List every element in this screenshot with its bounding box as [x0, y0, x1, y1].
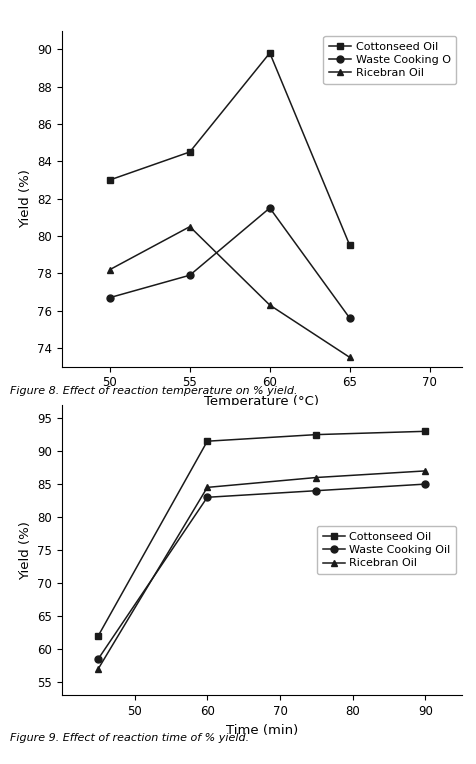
Cottonseed Oil [423, 427, 428, 436]
Line: Waste Cooking O: Waste Cooking O [107, 205, 353, 322]
Y-axis label: Yield (%): Yield (%) [19, 520, 32, 580]
Cottonseed Oil [314, 430, 319, 439]
Ricebran Oil [95, 664, 101, 673]
Ricebran Oil [187, 222, 193, 231]
Ricebran Oil [107, 265, 113, 274]
Ricebran Oil [204, 483, 210, 492]
Waste Cooking Oil [423, 480, 428, 489]
Cottonseed Oil [204, 436, 210, 445]
Cottonseed Oil [347, 241, 353, 250]
Waste Cooking O [267, 203, 273, 212]
Line: Ricebran Oil: Ricebran Oil [107, 223, 353, 361]
Waste Cooking Oil [314, 486, 319, 495]
X-axis label: Time (min): Time (min) [226, 724, 298, 736]
Waste Cooking O [187, 270, 193, 280]
Line: Cottonseed Oil: Cottonseed Oil [107, 50, 353, 249]
Cottonseed Oil [267, 48, 273, 57]
Text: Figure 9. Effect of reaction time of % yield.: Figure 9. Effect of reaction time of % y… [10, 733, 248, 743]
Waste Cooking O [347, 313, 353, 322]
Ricebran Oil [347, 353, 353, 362]
Cottonseed Oil [187, 147, 193, 157]
Ricebran Oil [267, 300, 273, 309]
Legend: Cottonseed Oil, Waste Cooking O, Ricebran Oil: Cottonseed Oil, Waste Cooking O, Ricebra… [323, 36, 456, 84]
Legend: Cottonseed Oil, Waste Cooking Oil, Ricebran Oil: Cottonseed Oil, Waste Cooking Oil, Riceb… [317, 526, 456, 574]
Ricebran Oil [314, 473, 319, 482]
Text: Figure 8. Effect of reaction temperature on % yield.: Figure 8. Effect of reaction temperature… [10, 386, 297, 396]
Cottonseed Oil [95, 631, 101, 640]
Waste Cooking Oil [204, 493, 210, 502]
Waste Cooking Oil [95, 654, 101, 663]
Line: Ricebran Oil: Ricebran Oil [95, 468, 429, 672]
Line: Waste Cooking Oil: Waste Cooking Oil [95, 481, 429, 662]
Waste Cooking O [107, 293, 113, 303]
Cottonseed Oil [107, 176, 113, 185]
Ricebran Oil [423, 466, 428, 475]
X-axis label: Temperature (°C): Temperature (°C) [204, 395, 319, 408]
Y-axis label: Yield (%): Yield (%) [19, 169, 31, 228]
Line: Cottonseed Oil: Cottonseed Oil [95, 428, 429, 639]
